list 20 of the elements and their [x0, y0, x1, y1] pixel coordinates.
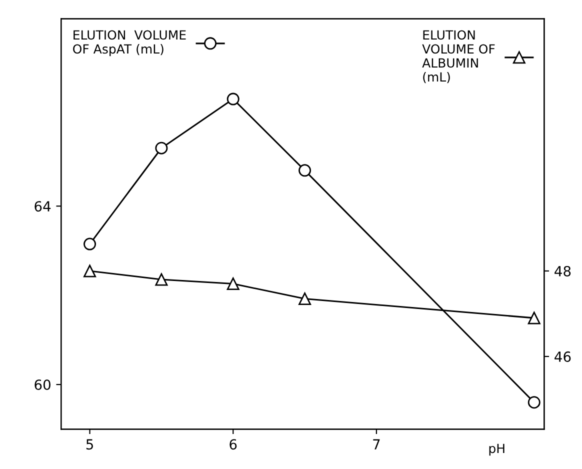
point [528, 396, 540, 409]
x-tick-label: 5 [86, 439, 93, 450]
point [298, 164, 312, 177]
point [528, 312, 540, 324]
point [155, 142, 168, 154]
point [84, 238, 96, 250]
point [298, 292, 312, 306]
point [155, 273, 168, 286]
point [226, 92, 240, 106]
legend-label: ELUTION VOLUME OF ALBUMIN (mL) [422, 30, 495, 84]
x-tick-label: 7 [373, 439, 380, 450]
point [84, 264, 96, 278]
x-tick-label: 6 [230, 439, 237, 450]
point [226, 278, 240, 290]
y2-tick-label: 48 [554, 266, 571, 276]
y2-tick-label: 46 [554, 351, 571, 362]
legend-label: ELUTION VOLUME OF AspAT (mL) [73, 30, 186, 56]
x-axis-title: pH [489, 444, 504, 456]
y-tick-label: 64 [34, 201, 51, 212]
y-tick-label: 60 [34, 380, 50, 390]
